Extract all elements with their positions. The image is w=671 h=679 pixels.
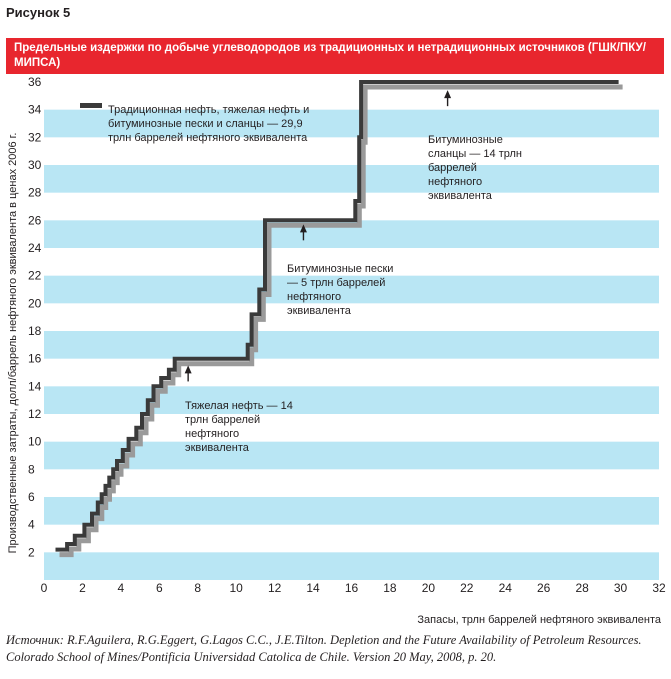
- y-tick-label: 4: [28, 518, 35, 532]
- y-tick-label: 22: [28, 269, 42, 283]
- x-tick-labels: 0 2 4 6 8 10 12 14 16 18 20 22 24 26 28 30 32: [41, 581, 666, 595]
- y-tick-label: 18: [28, 324, 42, 338]
- series-lines: [55, 80, 623, 558]
- y-tick-label: 12: [28, 407, 42, 421]
- annotation-heavy-oil: Тяжелая нефть — 14 трлн баррелей нефтяно…: [185, 400, 293, 454]
- y-tick-label: 10: [28, 435, 42, 449]
- x-tick-label: 6: [156, 581, 163, 595]
- y-tick-label: 32: [28, 130, 42, 144]
- y-tick-label: 30: [28, 158, 42, 172]
- x-tick-label: 10: [230, 581, 244, 595]
- x-tick-label: 2: [79, 581, 86, 595]
- grid-band: [44, 275, 659, 304]
- annotation-arrow-head: [184, 365, 192, 374]
- series-line: [55, 80, 619, 552]
- x-tick-label: 18: [383, 581, 397, 595]
- x-tick-label: 26: [537, 581, 551, 595]
- x-tick-label: 16: [345, 581, 359, 595]
- x-tick-label: 14: [306, 581, 320, 595]
- x-tick-label: 0: [41, 581, 48, 595]
- grid-band: [44, 552, 659, 580]
- x-tick-label: 24: [499, 581, 513, 595]
- grid-band: [44, 441, 659, 470]
- grid-band: [44, 497, 659, 525]
- x-tick-label: 4: [118, 581, 125, 595]
- x-tick-label: 8: [194, 581, 201, 595]
- grid-bands: [44, 109, 659, 580]
- y-tick-label: 20: [28, 296, 42, 310]
- source-note: Источник: R.F.Aguilera, R.G.Eggert, G.La…: [6, 633, 642, 664]
- legend-swatch: [80, 103, 102, 108]
- y-tick-label: 26: [28, 213, 42, 227]
- y-tick-label: 16: [28, 352, 42, 366]
- grid-band: [44, 165, 659, 193]
- x-tick-label: 22: [460, 581, 474, 595]
- x-axis-label: Запасы, трлн баррелей нефтяного эквивале…: [417, 614, 661, 626]
- annotation-arrows: [184, 90, 452, 382]
- y-tick-label: 14: [28, 379, 42, 393]
- grid-band: [44, 109, 659, 138]
- figure-label: Рисунок 5: [6, 5, 71, 20]
- grid-band: [44, 386, 659, 414]
- x-tick-label: 28: [575, 581, 589, 595]
- y-tick-label: 34: [28, 103, 42, 117]
- chart-title: Предельные издержки по добыче углеводоро…: [6, 38, 664, 74]
- x-tick-label: 12: [268, 581, 282, 595]
- y-tick-label: 24: [28, 241, 42, 255]
- y-tick-label: 2: [28, 545, 35, 559]
- x-tick-label: 32: [652, 581, 666, 595]
- y-tick-label: 8: [28, 462, 35, 476]
- annotation-oil-shale: Битуминозные сланцы — 14 трлн баррелей н…: [428, 134, 522, 202]
- grid-band: [44, 331, 659, 359]
- annotation-arrow-head: [444, 90, 452, 99]
- legend-label: Традиционная нефть, тяжелая нефть и биту…: [108, 104, 310, 144]
- x-tick-label: 20: [422, 581, 436, 595]
- series-shadow: [59, 84, 623, 558]
- annotation-arrow-head: [299, 224, 307, 233]
- y-tick-label: 6: [28, 490, 35, 504]
- annotation-oil-sands: Битуминозные пески — 5 трлн баррелей неф…: [287, 263, 394, 317]
- x-tick-label: 30: [614, 581, 628, 595]
- y-tick-label: 36: [28, 75, 42, 89]
- y-tick-label: 28: [28, 186, 42, 200]
